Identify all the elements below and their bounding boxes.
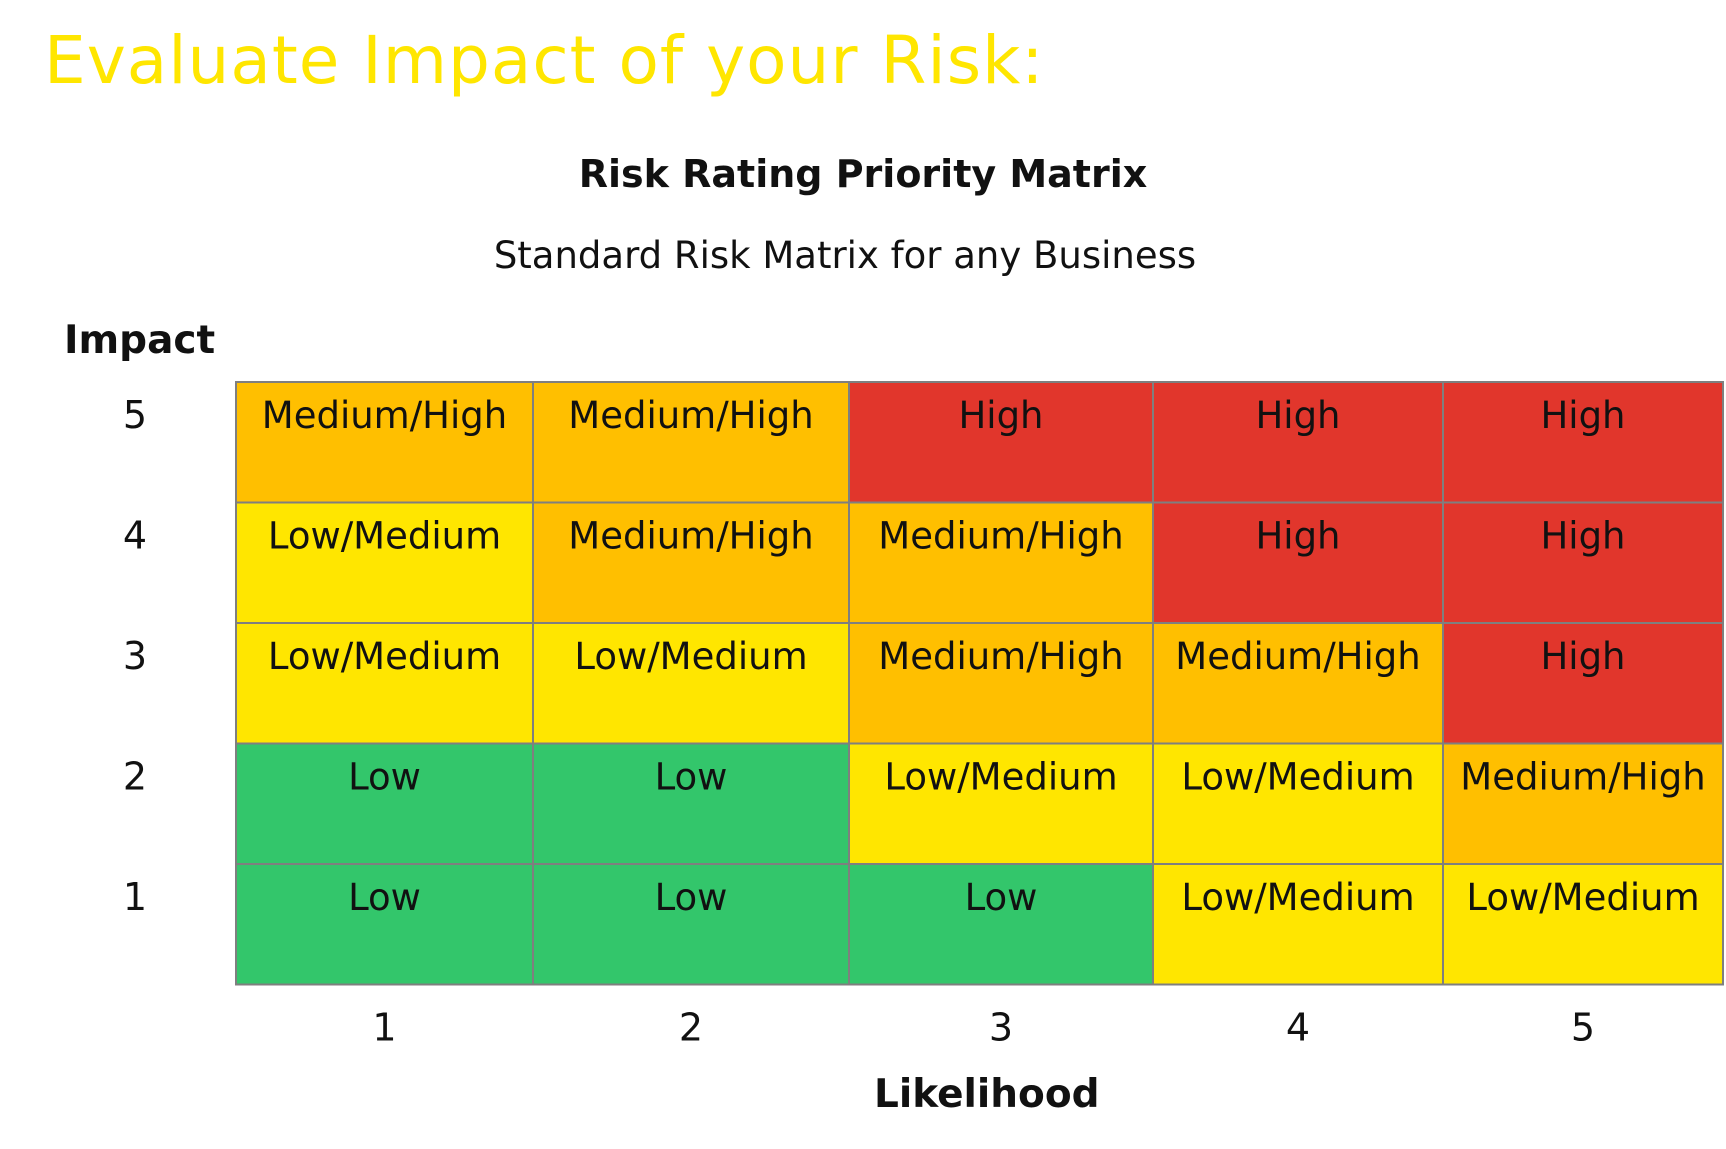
matrix-cell-label: Low	[655, 756, 728, 799]
chart-title: Risk Rating Priority Matrix	[578, 152, 1148, 196]
matrix-cell-label: High	[1540, 635, 1625, 678]
y-tick-label: 3	[123, 634, 147, 678]
x-tick-label: 3	[989, 1006, 1013, 1050]
matrix-cell	[848, 863, 1154, 986]
matrix-cell-label: Medium/High	[1460, 756, 1705, 799]
matrix-cell-label: Medium/High	[878, 635, 1123, 678]
matrix-cell	[235, 622, 534, 745]
y-tick-label: 2	[123, 755, 147, 799]
matrix-cell-label: Low	[348, 876, 421, 919]
chart-subtitle: Standard Risk Matrix for any Business	[493, 234, 1197, 277]
matrix-cell-label: Low	[655, 876, 728, 919]
matrix-cell	[235, 863, 534, 986]
matrix-cell-label: Medium/High	[262, 394, 507, 437]
matrix-cell	[1152, 622, 1444, 745]
matrix-cell-label: Low/Medium	[884, 756, 1117, 799]
matrix-cell-label: Medium/High	[568, 394, 813, 437]
matrix-cell-label: Low/Medium	[268, 635, 501, 678]
matrix-cell-label: Low	[965, 876, 1038, 919]
matrix-cell	[532, 622, 850, 745]
matrix-cell	[1442, 863, 1724, 986]
matrix-cell	[1152, 863, 1444, 986]
y-tick-label: 4	[123, 514, 147, 558]
slide-title: Evaluate Impact of your Risk:	[44, 22, 1045, 99]
x-tick-label: 2	[679, 1006, 703, 1050]
matrix-cell-label: High	[1540, 394, 1625, 437]
matrix-cell-label: Low/Medium	[574, 635, 807, 678]
x-tick-label: 5	[1571, 1006, 1595, 1050]
matrix-cell	[848, 742, 1154, 865]
matrix-cell	[848, 381, 1154, 504]
matrix-cell-label: High	[958, 394, 1043, 437]
matrix-cell-label: Low/Medium	[1466, 876, 1699, 919]
matrix-cell	[235, 381, 534, 504]
matrix-cell	[532, 501, 850, 624]
matrix-cell-label: Medium/High	[1175, 635, 1420, 678]
matrix-cell-label: Medium/High	[878, 515, 1123, 558]
x-tick-label: 1	[372, 1006, 396, 1050]
matrix-cell-label: High	[1255, 394, 1340, 437]
x-axis-title: Likelihood	[874, 1072, 1100, 1117]
matrix-cell	[1442, 622, 1724, 745]
matrix-cell-label: Low/Medium	[268, 515, 501, 558]
x-tick-label: 4	[1286, 1006, 1310, 1050]
matrix-cell-label: Low/Medium	[1181, 756, 1414, 799]
y-tick-label: 5	[123, 393, 147, 437]
matrix-cell	[1152, 381, 1444, 504]
matrix-cell	[1442, 501, 1724, 624]
y-tick-label: 1	[123, 875, 147, 919]
matrix-cell-label: High	[1540, 515, 1625, 558]
matrix-cell	[1442, 742, 1724, 865]
matrix-cell	[532, 742, 850, 865]
matrix-cell-label: Low/Medium	[1181, 876, 1414, 919]
matrix-cell	[1152, 501, 1444, 624]
matrix-cell-label: Medium/High	[568, 515, 813, 558]
y-axis-title: Impact	[64, 318, 216, 363]
matrix-cell-label: High	[1255, 515, 1340, 558]
matrix-cell	[1152, 742, 1444, 865]
matrix-cell	[848, 501, 1154, 624]
matrix-cell-label: Low	[348, 756, 421, 799]
matrix-cell	[848, 622, 1154, 745]
